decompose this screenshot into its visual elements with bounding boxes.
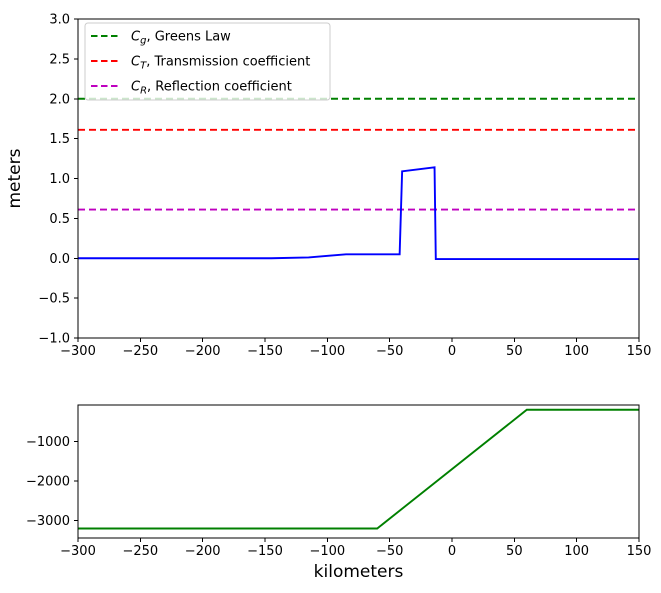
y-tick-label: 3.0 xyxy=(49,13,70,28)
x-tick-label: −250 xyxy=(122,544,158,559)
bathymetry-axes: −300 −250 −200 −150 −100 −50 0 50 100 150 −3000 −20… xyxy=(26,404,652,559)
x-tick-label: −50 xyxy=(376,344,403,359)
x-tick-label: 50 xyxy=(506,344,523,359)
wave-surface-line xyxy=(78,166,639,260)
x-tick-label: 0 xyxy=(448,544,456,559)
x-tick-label: 0 xyxy=(448,344,456,359)
axes-frame xyxy=(77,18,640,339)
y-tick-label: 2.5 xyxy=(49,52,70,67)
axes-frame xyxy=(77,404,640,539)
x-tick-label: 150 xyxy=(627,344,652,359)
x-tick-label: 100 xyxy=(564,344,589,359)
legend-label: Cg, Greens Law xyxy=(131,30,231,47)
x-axis-label: kilometers xyxy=(314,562,404,582)
x-tick-label: −100 xyxy=(309,344,345,359)
x-tick-label: −200 xyxy=(185,544,221,559)
legend-label: CT, Transmission coefficient xyxy=(131,55,310,72)
legend: Cg, Greens Law CT, Transmission coefficie… xyxy=(84,22,331,101)
legend-label: CR, Reflection coefficient xyxy=(131,80,292,97)
x-tick-label: −50 xyxy=(376,544,403,559)
x-tick-label: −250 xyxy=(122,344,158,359)
x-tick-label: −150 xyxy=(247,544,283,559)
surface-axes: −300 −250 −200 −150 −100 −50 0 50 100 150 −1.0 −0.5… xyxy=(38,13,651,360)
y-axis-label: meters xyxy=(5,148,25,208)
y-tick-label: −2000 xyxy=(26,475,70,490)
x-tick-label: −150 xyxy=(247,344,283,359)
x-tick-label: −200 xyxy=(185,344,221,359)
x-tick-label: −100 xyxy=(309,544,345,559)
x-tick-label: 150 xyxy=(627,544,652,559)
x-tick-label: −300 xyxy=(60,344,96,359)
y-tick-label: 0.0 xyxy=(49,252,70,267)
y-tick-label: −0.5 xyxy=(38,292,70,307)
charts-root: −300 −250 −200 −150 −100 −50 0 50 100 150 −1.0 −0.5… xyxy=(26,13,651,560)
y-tick-label: 1.5 xyxy=(49,132,70,147)
x-tick-label: −300 xyxy=(60,544,96,559)
y-tick-label: −3000 xyxy=(26,514,70,529)
y-tick-label: −1000 xyxy=(26,435,70,450)
y-tick-label: 1.0 xyxy=(49,172,70,187)
seafloor-line xyxy=(78,408,639,530)
y-tick-label: 0.5 xyxy=(49,212,70,227)
y-tick-label: −1.0 xyxy=(38,332,70,347)
x-tick-label: 50 xyxy=(506,544,523,559)
y-tick-label: 2.0 xyxy=(49,92,70,107)
legend-frame xyxy=(84,22,331,101)
x-tick-label: 100 xyxy=(564,544,589,559)
